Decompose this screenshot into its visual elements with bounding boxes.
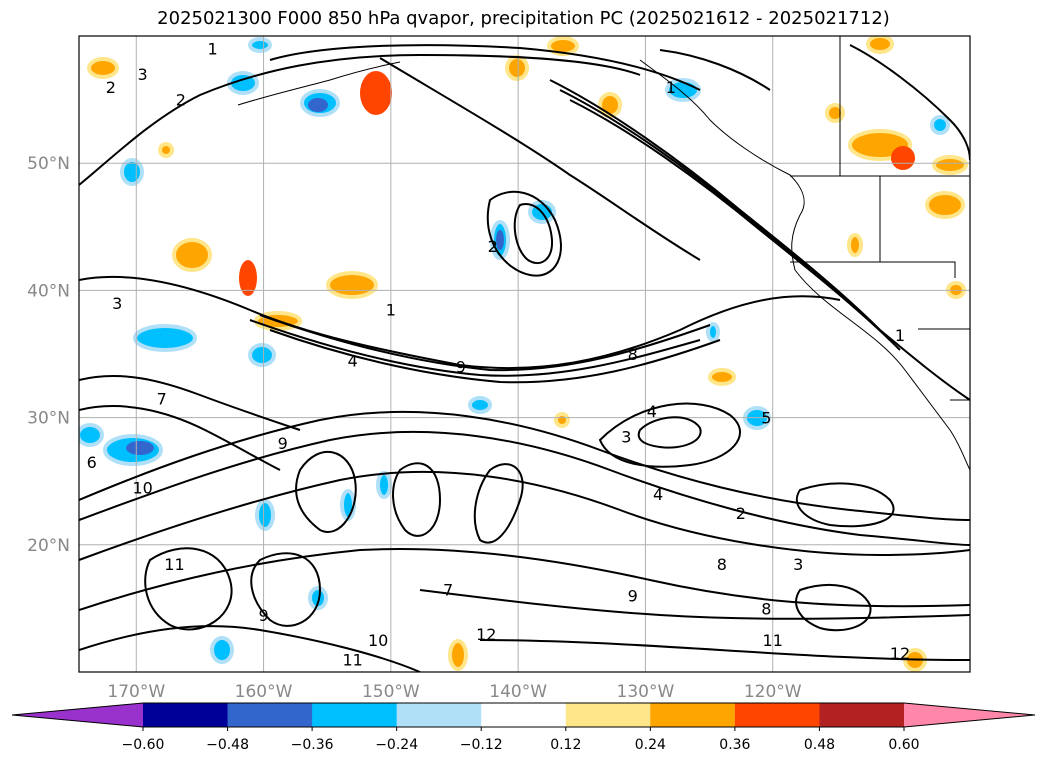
colorbar-segment: [565, 703, 651, 727]
contour-label: 8: [628, 345, 638, 364]
colorbar-segment: [734, 703, 820, 727]
colorbar-tick-label: −0.12: [460, 737, 503, 753]
x-tick-label: 150°W: [362, 682, 420, 702]
x-tick-label: 160°W: [235, 682, 293, 702]
precip-blobs-blue: [79, 37, 950, 664]
colorbar-segment: [396, 703, 482, 727]
contour-label: 1: [386, 300, 396, 319]
colorbar-tick-label: 0.36: [719, 737, 750, 753]
x-tick-label: 130°W: [617, 682, 675, 702]
x-axis-ticks: 170°W 160°W 150°W 140°W 130°W 120°W: [107, 682, 801, 702]
y-tick-label: 20°N: [27, 536, 70, 556]
colorbar-extend-min: [12, 703, 143, 727]
colorbar-tick-label: −0.60: [122, 737, 165, 753]
contour-label: 2: [736, 504, 746, 523]
x-tick-label: 170°W: [107, 682, 165, 702]
contour-label: 2: [176, 91, 186, 110]
contour-label: 4: [647, 402, 657, 421]
x-tick-label: 120°W: [744, 682, 802, 702]
y-axis-ticks: 20°N 30°N 40°N 50°N: [27, 154, 70, 556]
contour-label: 9: [456, 358, 466, 377]
y-tick-label: 30°N: [27, 409, 70, 429]
coastlines: [237, 36, 970, 471]
contour-label: 2: [106, 78, 116, 97]
contour-label: 1: [895, 326, 905, 345]
map-frame: [78, 35, 971, 673]
contour-label: 11: [164, 555, 184, 574]
contour-label: 11: [763, 631, 783, 650]
colorbar-tick-label: 0.12: [550, 737, 581, 753]
colorbar-tick-label: 0.48: [804, 737, 835, 753]
contour-label: 9: [628, 587, 638, 606]
colorbar-tick-label: 0.60: [888, 737, 919, 753]
contour-label: 3: [621, 428, 631, 447]
contour-label: 10: [132, 479, 152, 498]
colorbar-segment: [481, 703, 567, 727]
precip-shading: [79, 36, 968, 672]
colorbar-segment: [819, 703, 905, 727]
qvapor-contours: [79, 44, 970, 672]
contour-label: 6: [87, 453, 97, 472]
contour-label: 9: [258, 606, 268, 625]
contour-label: 10: [368, 631, 388, 650]
contour-label: 12: [890, 644, 910, 663]
precip-blobs-orange: [87, 36, 968, 672]
colorbar: −0.60 −0.48 −0.36 −0.24 −0.12 0.12 0.24 0.36 0.4…: [11, 702, 1036, 753]
contour-label: 7: [443, 580, 453, 599]
contour-label: 11: [342, 650, 362, 669]
contour-label: 1: [666, 78, 676, 97]
colorbar-tick-label: −0.24: [375, 737, 418, 753]
contour-label: 8: [717, 555, 727, 574]
y-tick-label: 50°N: [27, 154, 70, 174]
contour-label: 12: [476, 625, 496, 644]
chart-title: 2025021300 F000 850 hPa qvapor, precipit…: [157, 8, 890, 29]
map-gridlines: [79, 36, 970, 672]
contour-label: 2: [488, 237, 498, 256]
colorbar-segment: [227, 703, 313, 727]
contour-label: 3: [138, 65, 148, 84]
contour-label: 9: [278, 434, 288, 453]
contour-label: 4: [348, 351, 358, 370]
contour-label: 4: [653, 485, 663, 504]
contour-label: 1: [208, 40, 218, 59]
colorbar-segment: [312, 703, 398, 727]
contour-label: 3: [793, 555, 803, 574]
contour-label: 3: [112, 294, 122, 313]
y-tick-label: 40°N: [27, 281, 70, 301]
precip-blobs-darkblue: [126, 98, 504, 455]
colorbar-tick-label: −0.48: [206, 737, 249, 753]
colorbar-tick-label: 0.24: [635, 737, 666, 753]
contour-label: 7: [157, 390, 167, 409]
x-tick-label: 140°W: [489, 682, 547, 702]
colorbar-segment: [143, 703, 229, 727]
contour-label: 5: [761, 409, 771, 428]
contour-label: 8: [761, 599, 771, 618]
colorbar-tick-label: −0.36: [291, 737, 334, 753]
colorbar-extend-max: [904, 703, 1035, 727]
precip-blobs-red: [239, 71, 915, 296]
colorbar-segment: [650, 703, 736, 727]
